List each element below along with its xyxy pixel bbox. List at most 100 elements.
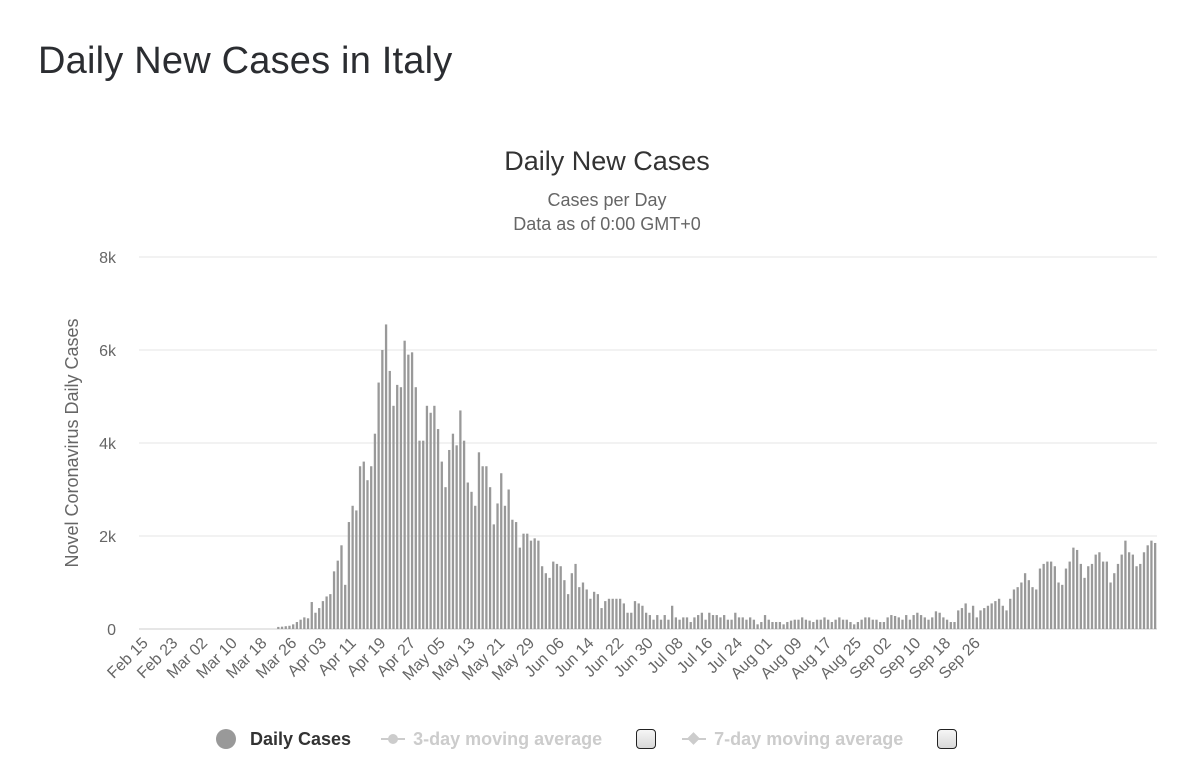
- bar[interactable]: [986, 605, 990, 629]
- bar[interactable]: [596, 594, 599, 630]
- bar[interactable]: [615, 598, 618, 629]
- bar[interactable]: [503, 505, 507, 629]
- bar[interactable]: [399, 387, 403, 629]
- bar[interactable]: [570, 573, 573, 629]
- bar[interactable]: [1057, 582, 1060, 630]
- bar[interactable]: [879, 622, 882, 629]
- bar[interactable]: [488, 487, 492, 629]
- bar[interactable]: [459, 410, 462, 629]
- bar[interactable]: [1068, 561, 1071, 629]
- bar[interactable]: [1094, 554, 1097, 629]
- bar[interactable]: [1098, 552, 1101, 629]
- bar[interactable]: [277, 626, 280, 629]
- bar[interactable]: [455, 445, 458, 629]
- bar[interactable]: [451, 433, 455, 629]
- bar[interactable]: [284, 626, 287, 629]
- bar[interactable]: [1064, 568, 1068, 629]
- bar[interactable]: [931, 617, 934, 630]
- bar[interactable]: [674, 617, 678, 630]
- bar[interactable]: [960, 608, 964, 629]
- bar[interactable]: [366, 480, 369, 629]
- bar[interactable]: [533, 538, 536, 629]
- bar[interactable]: [797, 619, 800, 629]
- legend-3-day-moving-average[interactable]: 3-day moving average: [381, 729, 602, 750]
- bar[interactable]: [592, 591, 596, 629]
- bar[interactable]: [500, 473, 503, 629]
- bar[interactable]: [916, 612, 919, 629]
- bar[interactable]: [555, 563, 559, 629]
- bar[interactable]: [444, 487, 447, 629]
- bar[interactable]: [418, 440, 421, 629]
- bar[interactable]: [1090, 563, 1094, 629]
- bar[interactable]: [663, 615, 666, 629]
- bar[interactable]: [563, 580, 566, 629]
- bar[interactable]: [407, 354, 410, 629]
- bar[interactable]: [373, 433, 377, 629]
- bar[interactable]: [362, 461, 365, 629]
- bar[interactable]: [507, 489, 510, 630]
- bar[interactable]: [789, 620, 793, 629]
- bar[interactable]: [1009, 598, 1012, 629]
- bar[interactable]: [975, 617, 978, 630]
- bar[interactable]: [801, 617, 804, 630]
- bar[interactable]: [890, 615, 893, 629]
- bar[interactable]: [347, 522, 351, 629]
- bar[interactable]: [756, 624, 759, 629]
- bar[interactable]: [860, 619, 863, 629]
- bar[interactable]: [630, 612, 633, 629]
- bar[interactable]: [841, 619, 845, 629]
- bar[interactable]: [485, 466, 488, 629]
- bar[interactable]: [358, 466, 362, 629]
- bar[interactable]: [299, 619, 302, 629]
- bar[interactable]: [1113, 573, 1116, 629]
- bar[interactable]: [808, 620, 811, 629]
- bar[interactable]: [1116, 563, 1120, 629]
- legend-7-day-checkbox[interactable]: [937, 729, 958, 749]
- bar[interactable]: [410, 352, 414, 629]
- bar[interactable]: [292, 624, 295, 629]
- bar[interactable]: [971, 605, 975, 629]
- bar[interactable]: [321, 601, 325, 629]
- bar[interactable]: [771, 622, 774, 629]
- bar[interactable]: [1087, 566, 1090, 629]
- bar[interactable]: [370, 466, 373, 629]
- bar[interactable]: [544, 573, 547, 629]
- bar[interactable]: [1031, 587, 1034, 629]
- bar[interactable]: [886, 617, 889, 630]
- bar[interactable]: [908, 619, 912, 629]
- bar[interactable]: [1053, 566, 1056, 629]
- bar[interactable]: [912, 615, 915, 629]
- bar[interactable]: [448, 449, 451, 629]
- bar[interactable]: [1046, 561, 1049, 629]
- bar[interactable]: [388, 370, 391, 629]
- bar[interactable]: [983, 608, 986, 629]
- bar[interactable]: [953, 622, 956, 629]
- bar[interactable]: [1120, 554, 1123, 629]
- bar[interactable]: [994, 601, 997, 629]
- bar[interactable]: [355, 510, 358, 629]
- bar[interactable]: [1105, 561, 1108, 629]
- bar[interactable]: [697, 615, 700, 629]
- bar[interactable]: [1127, 552, 1131, 629]
- bar[interactable]: [477, 452, 481, 629]
- bar[interactable]: [381, 350, 384, 629]
- bar[interactable]: [1005, 610, 1008, 629]
- bar[interactable]: [1020, 582, 1023, 630]
- bar[interactable]: [682, 617, 685, 630]
- bar[interactable]: [414, 387, 417, 629]
- bar[interactable]: [819, 619, 822, 629]
- bar[interactable]: [693, 617, 696, 630]
- bar[interactable]: [618, 598, 622, 629]
- bar[interactable]: [1001, 605, 1004, 629]
- bar[interactable]: [834, 619, 837, 629]
- bar[interactable]: [678, 619, 681, 629]
- bar[interactable]: [578, 587, 581, 629]
- bar[interactable]: [514, 522, 518, 629]
- bar[interactable]: [782, 624, 785, 629]
- bar[interactable]: [812, 622, 815, 629]
- bar[interactable]: [466, 482, 469, 629]
- bar[interactable]: [737, 617, 741, 630]
- bar[interactable]: [566, 594, 570, 630]
- bar[interactable]: [1016, 587, 1019, 629]
- bar[interactable]: [659, 619, 663, 629]
